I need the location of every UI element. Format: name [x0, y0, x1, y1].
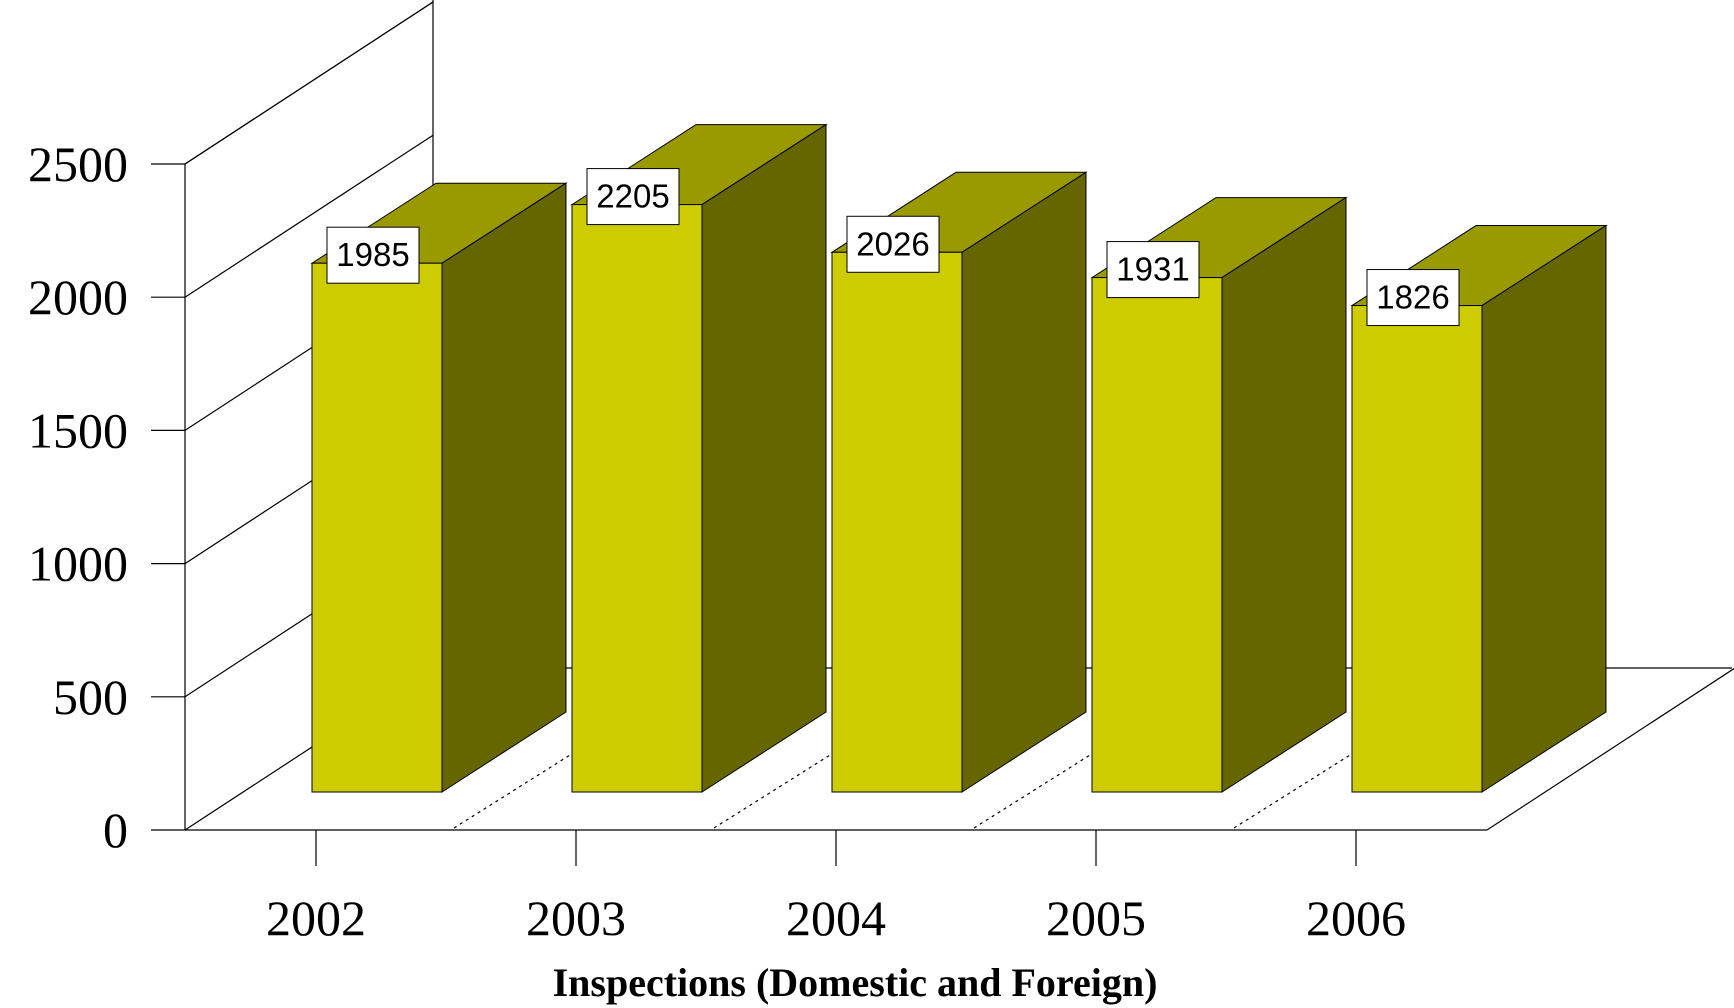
data-label-box	[586, 168, 680, 226]
bar-front-face	[1351, 305, 1483, 793]
bar-2003: 2205	[570, 123, 828, 793]
floor-right-edge	[1486, 667, 1734, 831]
bar-side-face	[1481, 224, 1607, 793]
data-label: 1985	[336, 236, 409, 273]
x-tick-label: 2006	[1306, 890, 1406, 946]
data-label-box	[326, 226, 420, 284]
bar-side-face	[441, 182, 567, 793]
y-tick-label: 0	[103, 802, 128, 858]
x-tick-label: 2005	[1046, 890, 1146, 946]
data-label: 2026	[856, 225, 929, 262]
x-axis: 2002 2003 2004 2005 2006	[266, 830, 1406, 946]
x-axis-title: Inspections (Domestic and Foreign)	[553, 960, 1158, 1005]
x-tick-label: 2004	[786, 890, 886, 946]
data-label-box	[846, 215, 940, 273]
bar-side-face	[1221, 196, 1347, 793]
gridline-diagonal	[184, 1, 434, 165]
y-axis: 0 500 1000 1500 2000 2500	[28, 136, 128, 858]
data-label-box	[1106, 241, 1200, 299]
gridline-diagonal	[184, 134, 434, 298]
bar-front-face	[571, 204, 703, 793]
data-label: 2205	[596, 178, 669, 215]
bar-2002: 1985	[310, 182, 568, 793]
bar-front-face	[1091, 277, 1223, 793]
y-tick-label: 2000	[28, 269, 128, 325]
bar-side-face	[701, 123, 827, 793]
y-tick-label: 1500	[28, 402, 128, 458]
bar-2005: 1931	[1090, 196, 1348, 793]
bar-2006: 1826	[1350, 224, 1608, 793]
bar-front-face	[831, 251, 963, 793]
data-label-box	[1366, 269, 1460, 327]
data-label: 1826	[1376, 279, 1449, 316]
bars: 1985 2205 2026 1931 1826	[310, 123, 1608, 793]
x-tick-label: 2003	[526, 890, 626, 946]
bar-front-face	[311, 262, 443, 793]
y-tick-label: 2500	[28, 136, 128, 192]
bar-side-face	[961, 171, 1087, 793]
x-tick-label: 2002	[266, 890, 366, 946]
data-label: 1931	[1116, 251, 1189, 288]
y-tick-label: 1000	[28, 536, 128, 592]
y-tick-label: 500	[53, 669, 128, 725]
bar-2004: 2026	[830, 171, 1088, 793]
